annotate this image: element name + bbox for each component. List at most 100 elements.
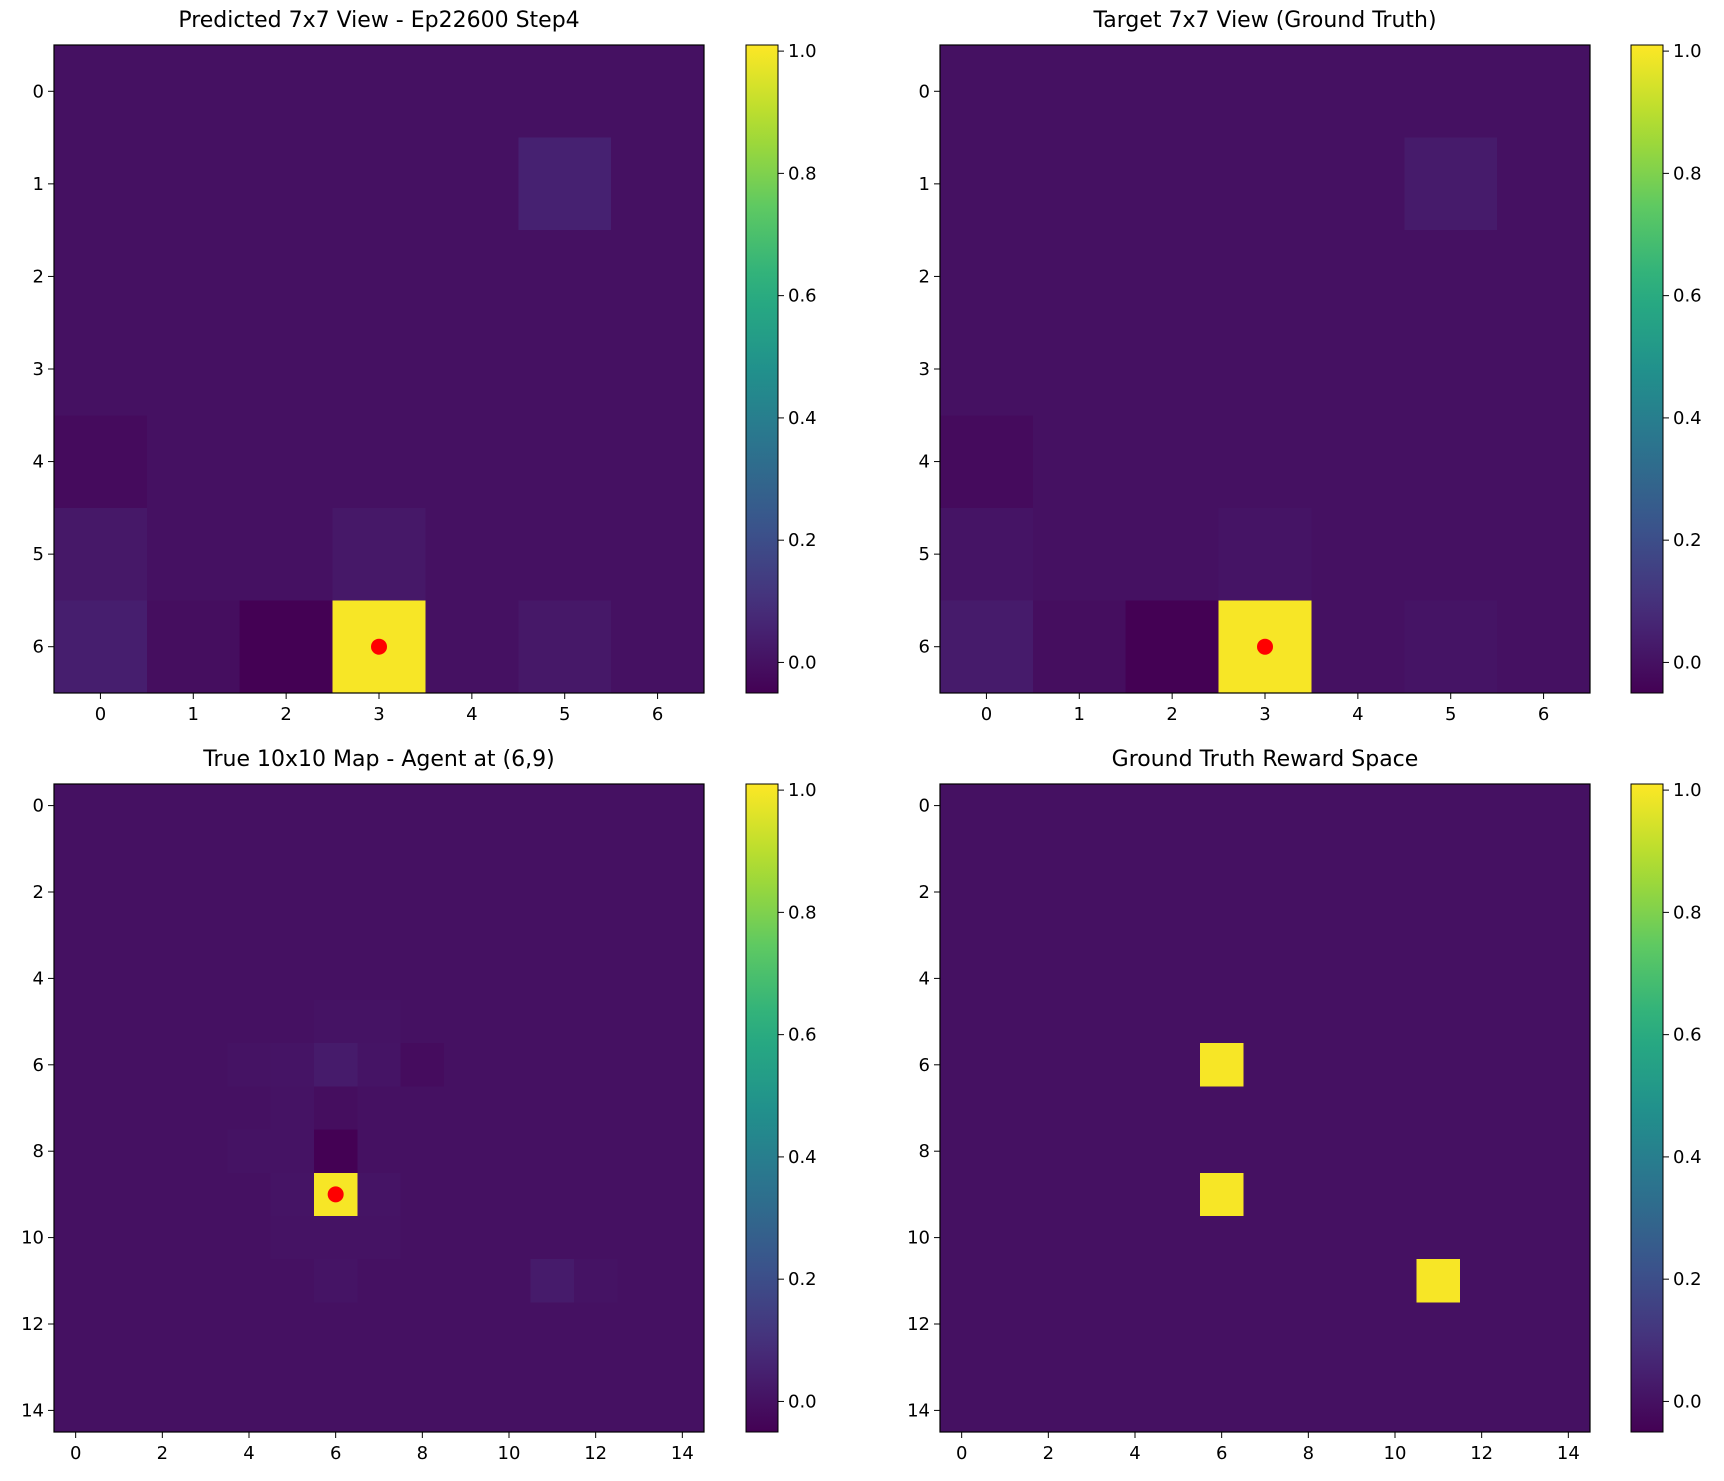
y-tick-label: 3 bbox=[919, 359, 930, 380]
x-tick-label: 3 bbox=[1259, 704, 1270, 725]
y-tick-label: 0 bbox=[33, 81, 44, 102]
heatmap-cell bbox=[983, 1216, 1028, 1260]
x-tick-label: 2 bbox=[1043, 1443, 1054, 1464]
heatmap-cell bbox=[1243, 1043, 1288, 1087]
heatmap-cell bbox=[184, 1172, 228, 1217]
heatmap-cell bbox=[1503, 956, 1548, 1001]
heatmap-cell bbox=[940, 1172, 984, 1217]
heatmap-cell bbox=[1503, 1388, 1548, 1433]
heatmap-cell bbox=[1460, 870, 1504, 915]
heatmap-cell bbox=[940, 913, 984, 958]
x-tick-label: 1 bbox=[188, 704, 199, 725]
heatmap-cell bbox=[1113, 956, 1158, 1001]
heatmap-cell bbox=[1125, 137, 1220, 231]
heatmap-cell bbox=[1200, 1043, 1244, 1087]
heatmap-cell bbox=[1503, 1086, 1548, 1131]
heatmap-cell bbox=[1497, 507, 1591, 602]
heatmap-cell bbox=[487, 1302, 532, 1347]
heatmap-cell bbox=[487, 784, 532, 828]
heatmap-cell bbox=[1113, 913, 1158, 958]
heatmap-cell bbox=[227, 1000, 272, 1044]
heatmap-cell bbox=[239, 45, 334, 139]
heatmap-cell bbox=[1125, 600, 1220, 694]
heatmap-cell bbox=[530, 827, 575, 871]
heatmap-cell bbox=[574, 1000, 618, 1044]
heatmap-cell bbox=[1243, 870, 1288, 915]
heatmap-cell bbox=[1218, 322, 1313, 416]
x-tick-label: 3 bbox=[373, 704, 384, 725]
heatmap-cell bbox=[1026, 1302, 1071, 1347]
heatmap-cell bbox=[1416, 1000, 1461, 1044]
heatmap-cell bbox=[1330, 784, 1374, 828]
heatmap-cell bbox=[518, 45, 612, 139]
heatmap-cell bbox=[444, 1043, 488, 1087]
heatmap-cell bbox=[54, 870, 98, 915]
y-tick-label: 0 bbox=[919, 796, 930, 817]
heatmap-cell bbox=[1070, 1259, 1114, 1303]
heatmap-cell bbox=[54, 956, 98, 1001]
heatmap-cell bbox=[1416, 1388, 1461, 1433]
heatmap-cell bbox=[1416, 1129, 1461, 1174]
y-tick-label: 6 bbox=[33, 637, 44, 658]
heatmap-cell bbox=[239, 137, 334, 231]
heatmap-cell bbox=[54, 322, 148, 416]
heatmap-cell bbox=[1460, 784, 1504, 828]
heatmap-cell bbox=[357, 1043, 402, 1087]
heatmap-cell bbox=[400, 784, 445, 828]
heatmap-cell bbox=[617, 1388, 662, 1433]
heatmap-cell bbox=[332, 322, 427, 416]
heatmap-cell bbox=[1373, 1129, 1418, 1174]
heatmap-cell bbox=[1156, 1388, 1201, 1433]
heatmap-cell bbox=[1503, 1043, 1548, 1087]
heatmap-cell bbox=[1026, 1172, 1071, 1217]
heatmap-cell bbox=[227, 870, 272, 915]
y-tick-label: 0 bbox=[919, 81, 930, 102]
heatmap-cell bbox=[660, 870, 705, 915]
heatmap-cell bbox=[660, 1259, 705, 1303]
heatmap-cell bbox=[1026, 913, 1071, 958]
heatmap-cell bbox=[530, 1172, 575, 1217]
heatmap-cell bbox=[227, 913, 272, 958]
heatmap-cell bbox=[54, 827, 98, 871]
heatmap-cell bbox=[1032, 507, 1127, 602]
heatmap-cell bbox=[1218, 507, 1313, 602]
heatmap-cell bbox=[487, 1388, 532, 1433]
heatmap-cell bbox=[1286, 1172, 1331, 1217]
heatmap-cell bbox=[1243, 1172, 1288, 1217]
heatmap-cell bbox=[184, 913, 228, 958]
heatmap-cell bbox=[239, 600, 334, 694]
heatmap-cell bbox=[1460, 1043, 1504, 1087]
heatmap-cell bbox=[97, 827, 142, 871]
heatmap-cell bbox=[227, 784, 272, 828]
heatmap-cell bbox=[1286, 1302, 1331, 1347]
heatmap-cell bbox=[54, 1259, 98, 1303]
heatmap-cell bbox=[1404, 137, 1498, 231]
heatmap-cell bbox=[1416, 1345, 1461, 1390]
heatmap-cell bbox=[400, 1172, 445, 1217]
heatmap-cell bbox=[184, 870, 228, 915]
heatmap-cell bbox=[97, 1345, 142, 1390]
plot-frame bbox=[53, 783, 705, 1433]
heatmap-cell bbox=[146, 507, 241, 602]
heatmap-cell bbox=[574, 1259, 618, 1303]
heatmap-cell bbox=[400, 870, 445, 915]
heatmap-cell bbox=[357, 784, 402, 828]
heatmap-cell bbox=[357, 1259, 402, 1303]
heatmap-cell bbox=[270, 1129, 315, 1174]
heatmap-cell bbox=[1497, 600, 1591, 694]
heatmap-cell bbox=[140, 1086, 185, 1131]
heatmap-cell bbox=[1330, 870, 1374, 915]
heatmap-cell bbox=[97, 1388, 142, 1433]
heatmap-cell bbox=[314, 827, 358, 871]
heatmap-cell bbox=[1373, 956, 1418, 1001]
heatmap-cell bbox=[574, 1388, 618, 1433]
heatmap-cell bbox=[1070, 1172, 1114, 1217]
heatmap-cell bbox=[1330, 956, 1374, 1001]
heatmap-cell bbox=[444, 1129, 488, 1174]
heatmap-cell bbox=[239, 415, 334, 509]
heatmap-cell bbox=[270, 1172, 315, 1217]
heatmap-cell bbox=[1113, 1302, 1158, 1347]
heatmap-cell bbox=[1311, 415, 1405, 509]
heatmap-cell bbox=[1546, 913, 1591, 958]
